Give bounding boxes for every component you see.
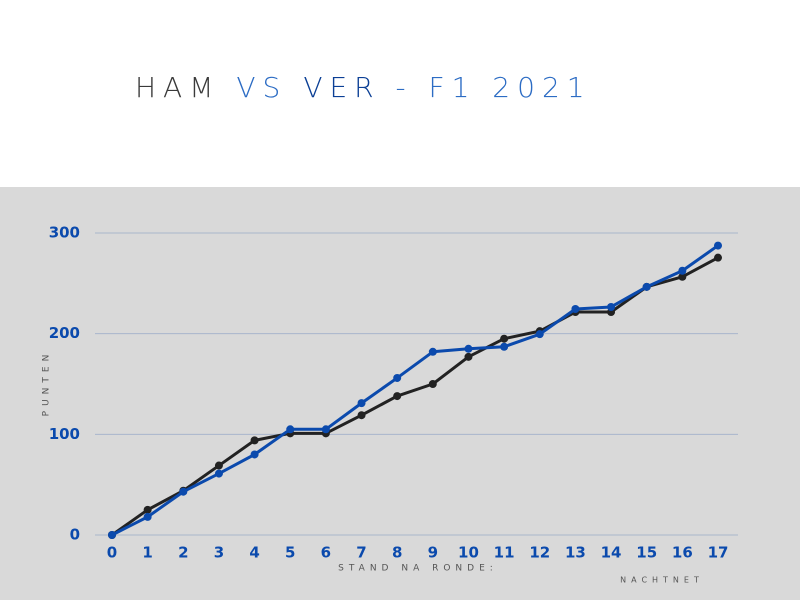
series-point (678, 272, 687, 281)
x-tick-label: 3 (214, 544, 224, 562)
series-point (464, 344, 473, 353)
series-point (571, 305, 580, 314)
title-part: VS (236, 71, 287, 104)
series-point (464, 352, 473, 361)
series-point (214, 469, 223, 478)
x-tick-label: 1 (142, 544, 152, 562)
x-tick-label: 17 (708, 544, 729, 562)
series-line (111, 244, 719, 537)
x-tick-label: 2 (178, 544, 188, 562)
x-tick-label: 8 (392, 544, 402, 562)
title-part: - F1 2021 (395, 71, 591, 104)
x-tick-label: 7 (356, 544, 366, 562)
x-axis-label: STAND NA RONDE: (338, 564, 498, 574)
series-point (214, 461, 223, 470)
x-tick-label: 9 (428, 544, 438, 562)
series-line (111, 256, 719, 537)
series-point (393, 373, 402, 382)
series-point (678, 266, 687, 275)
x-tick-label: 4 (249, 544, 259, 562)
x-tick-label: 0 (107, 544, 117, 562)
series-point (179, 487, 188, 496)
x-tick-label: 10 (458, 544, 479, 562)
series-point (642, 282, 651, 291)
x-tick-label: 6 (321, 544, 331, 562)
series-point (357, 399, 366, 408)
x-tick-label: 14 (601, 544, 622, 562)
x-tick-label: 15 (636, 544, 657, 562)
title-part: VER (303, 71, 379, 104)
series-point (535, 330, 544, 339)
series-point (500, 342, 509, 351)
series-point (714, 253, 722, 262)
chart-title: HAM VS VER - F1 2021 (135, 71, 592, 104)
series-point (321, 425, 330, 434)
y-tick-label: 300 (49, 224, 80, 242)
series-point (143, 505, 152, 514)
series-point (108, 531, 116, 539)
credit: NACHTNET (620, 576, 704, 585)
series-point (428, 380, 437, 388)
series-point (500, 334, 509, 343)
y-tick-label: 0 (70, 526, 80, 544)
series-point (357, 411, 366, 420)
series-point (250, 436, 259, 445)
series-point (250, 450, 259, 459)
y-tick-label: 200 (49, 324, 80, 342)
header-background (0, 0, 800, 187)
x-tick-label: 13 (565, 544, 586, 562)
y-axis-label: PUNTEN (42, 350, 52, 417)
series-point (607, 302, 616, 311)
series-point (428, 347, 437, 356)
x-tick-label: 12 (529, 544, 550, 562)
series-point (393, 392, 402, 401)
y-tick-label: 100 (49, 425, 80, 443)
series-point (143, 512, 152, 521)
title-part: HAM (135, 71, 220, 104)
series-point (286, 425, 295, 434)
x-tick-label: 16 (672, 544, 693, 562)
x-tick-label: 11 (494, 544, 515, 562)
x-tick-label: 5 (285, 544, 295, 562)
series-point (714, 241, 722, 250)
